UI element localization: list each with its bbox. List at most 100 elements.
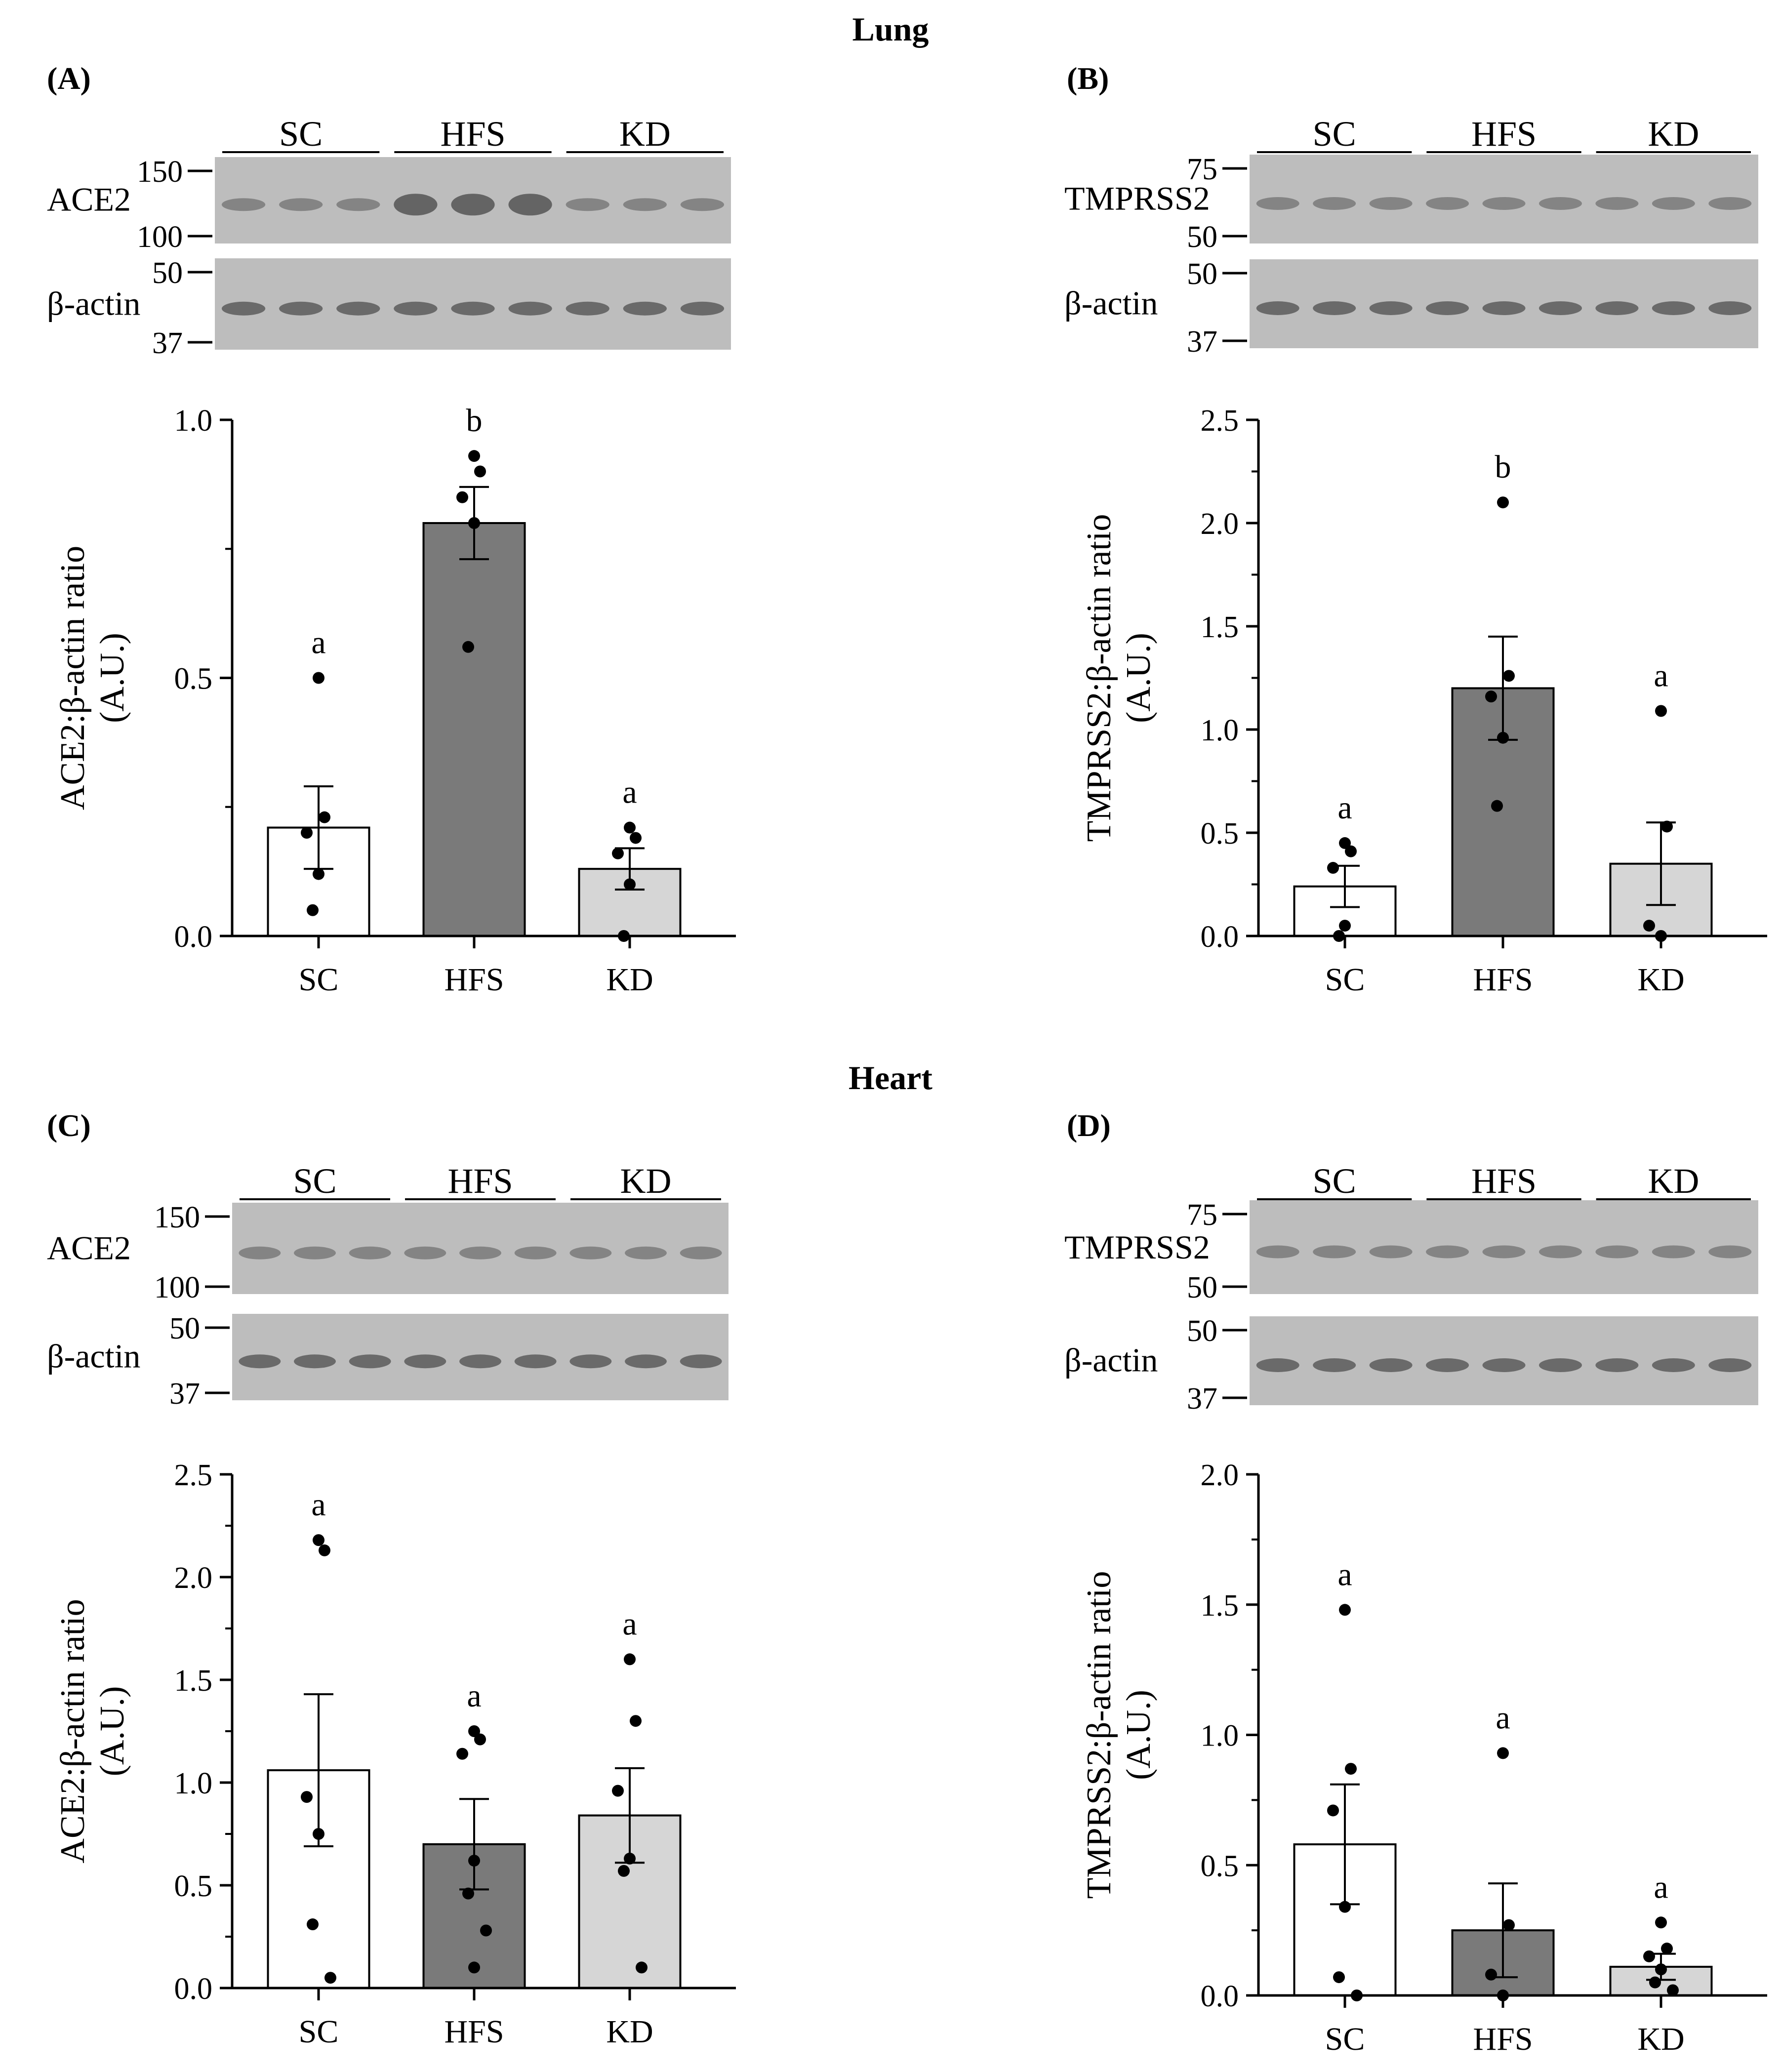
blot-band [1538,197,1582,210]
blot-band [1256,301,1299,315]
blot-band [394,194,438,216]
panel-label: (D) [1067,1108,1111,1143]
blot-band [1369,197,1413,210]
blot-group-label: HFS [1471,1161,1537,1201]
blot-marker-label: 37 [152,326,183,360]
data-point [1649,1976,1661,1989]
y-tick-label: 0.5 [1201,817,1239,851]
x-tick-label: KD [606,2014,653,2050]
data-point [313,672,324,684]
blot-band [1538,301,1582,315]
blot-band [623,301,667,316]
blot-group-label: SC [293,1161,336,1201]
blot-band [1256,1245,1299,1259]
data-point [612,847,624,859]
blot-band [1313,1245,1356,1259]
panel-label: (A) [47,61,91,96]
blot-band [569,1246,612,1259]
data-point [1667,1984,1679,1996]
x-tick-label: HFS [444,962,504,998]
panels: (A)SC HFS KDACE2150100β-actin5037aSCbHFSaK… [47,61,1767,2057]
blot-band [349,1246,391,1259]
blot-marker-label: 100 [154,1271,200,1304]
blot-band [239,1354,281,1369]
y-tick-label: 0.0 [1201,1980,1239,2013]
blot-group-label: KD [619,114,671,154]
blot-band [1652,301,1695,315]
blot-band [1313,1358,1356,1372]
data-point [1661,820,1673,833]
y-tick-label: 1.0 [1201,1719,1239,1753]
data-point [624,878,636,891]
data-point [1491,800,1503,812]
data-point [630,1715,642,1727]
data-point [1497,496,1509,509]
blot-band [294,1246,336,1259]
data-point [1345,1763,1357,1775]
blot-band [623,198,667,211]
data-point [324,1972,336,1984]
y-tick-label: 2.0 [174,1561,213,1595]
blot-band [1426,1245,1469,1259]
blot-row-label: β-actin [1064,1341,1158,1379]
blot-group-label: HFS [440,114,505,154]
blot-band [349,1354,391,1369]
x-tick-label: KD [606,962,653,998]
blot-band [1538,1245,1582,1259]
blot-band [1256,197,1299,210]
blot-band [1369,1358,1413,1372]
data-point [468,1855,480,1867]
significance-letter: a [1654,657,1668,693]
y-axis-label: ACE2:β-actin ratio(A.U.) [54,1599,131,1863]
data-point [313,1534,324,1546]
blot-band [1426,301,1469,315]
blot-band [221,198,266,211]
blot-band [1595,1245,1639,1259]
data-point [456,491,468,503]
blot-marker-label: 75 [1187,153,1217,186]
data-point [1327,1804,1339,1817]
data-point [301,1791,313,1803]
data-point [462,641,474,653]
blot-group-label: KD [1648,1161,1699,1201]
blot-marker-label: 50 [1187,220,1217,254]
blot-group-label: KD [620,1161,672,1201]
data-point [1485,1968,1497,1981]
y-tick-label: 0.0 [1201,920,1239,954]
blot-group-label: SC [1313,1161,1356,1201]
blot-marker-label: 50 [152,256,183,290]
y-tick-label: 2.0 [1201,1459,1239,1492]
y-tick-label: 1.0 [1201,714,1239,747]
blot-marker-label: 50 [169,1312,200,1345]
panel-c: (C) SC HFS KD ACE2 150 100 β-actin 50 37 a SC a HFS a K… [47,1108,736,2050]
blot-marker-label: 37 [169,1377,200,1411]
data-point [1661,1943,1673,1955]
blot-band [1708,1245,1752,1259]
significance-letter: a [622,1606,637,1642]
data-point [636,1961,648,1974]
section-title-heart: Heart [849,1059,932,1097]
data-point [1339,1604,1351,1616]
blot-band [1708,301,1752,315]
blot-row-label: ACE2 [47,1229,131,1267]
blot-band [1369,301,1413,315]
significance-letter: a [311,1487,325,1523]
blot-marker-label: 50 [1187,1314,1217,1348]
y-tick-label: 2.5 [1201,404,1239,438]
data-point [313,868,324,880]
blot-marker-label: 150 [154,1201,200,1234]
blot-band [336,198,380,211]
blot-band [566,198,609,211]
blot-band [394,301,438,316]
blot-band [1482,197,1526,210]
data-point [1655,1916,1667,1929]
blot-group-label: SC [279,114,323,154]
blot-band [1426,197,1469,210]
data-point [612,1785,624,1797]
y-tick-label: 0.5 [174,662,213,696]
x-tick-label: SC [299,962,339,998]
